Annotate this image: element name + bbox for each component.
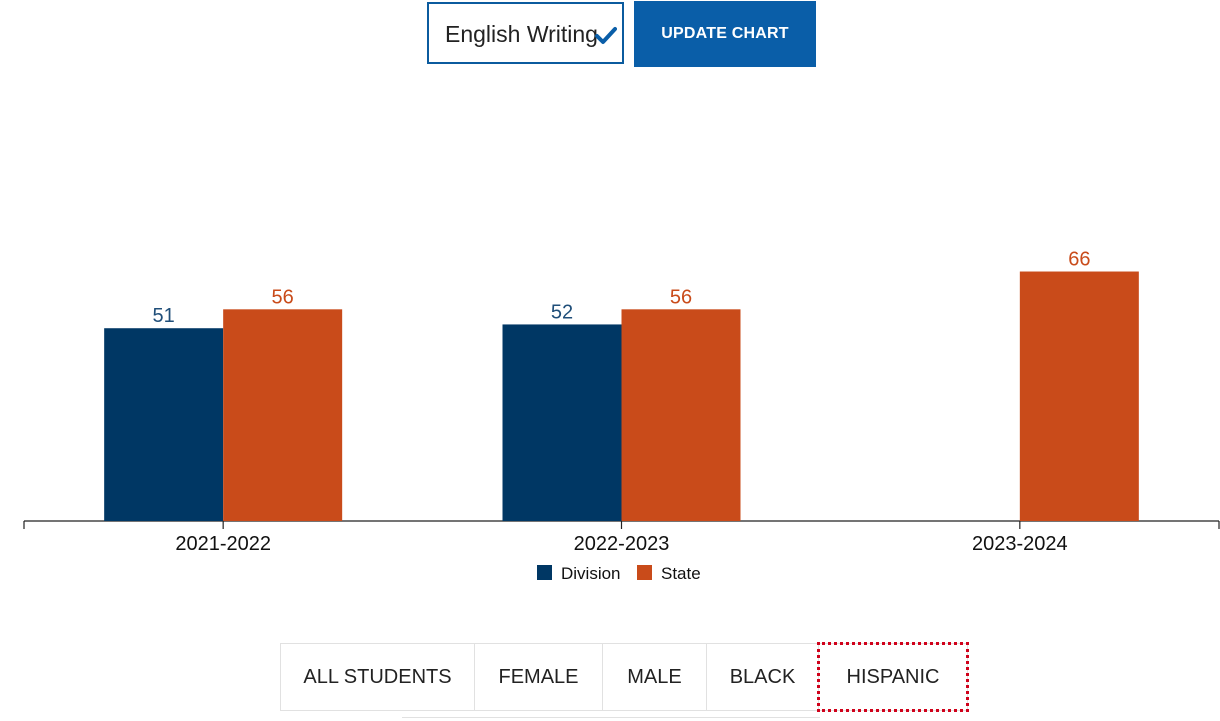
legend-label-division: Division	[561, 564, 621, 583]
tab-black[interactable]: BLACK	[707, 644, 819, 710]
data-label-division: 52	[551, 301, 573, 323]
subgroup-tabs: ALL STUDENTS FEMALE MALE BLACK HISPANIC	[280, 642, 969, 712]
x-tick-label: 2021-2022	[175, 533, 271, 555]
bar-chart: 2021-2022 51 56 2022-2023 52 56 2023-2024 66 Div…	[23, 249, 1220, 583]
tab-all-students[interactable]: ALL STUDENTS	[281, 644, 475, 710]
tab-male[interactable]: MALE	[603, 644, 707, 710]
x-tick-label: 2022-2023	[574, 533, 670, 555]
tab-panel-edge	[402, 717, 820, 721]
tab-female[interactable]: FEMALE	[475, 644, 603, 710]
bar-division	[502, 324, 622, 521]
legend-swatch-state	[637, 565, 652, 580]
bar-state	[1019, 271, 1139, 521]
subject-select[interactable]: English Writing	[427, 2, 624, 64]
data-label-division: 51	[153, 305, 175, 327]
data-label-state: 56	[272, 286, 294, 308]
legend-swatch-division	[537, 565, 552, 580]
checkmark-icon	[595, 27, 617, 44]
legend-label-state: State	[661, 564, 701, 583]
subject-select-value: English Writing	[445, 21, 598, 47]
data-label-state: 66	[1068, 249, 1090, 271]
tab-hispanic[interactable]: HISPANIC	[817, 642, 969, 712]
data-label-state: 56	[670, 286, 692, 308]
bar-state	[223, 309, 343, 521]
update-chart-button[interactable]: UPDATE CHART	[634, 1, 816, 67]
x-tick-label: 2023-2024	[972, 533, 1068, 555]
bar-state	[621, 309, 741, 521]
bar-division	[104, 328, 224, 521]
